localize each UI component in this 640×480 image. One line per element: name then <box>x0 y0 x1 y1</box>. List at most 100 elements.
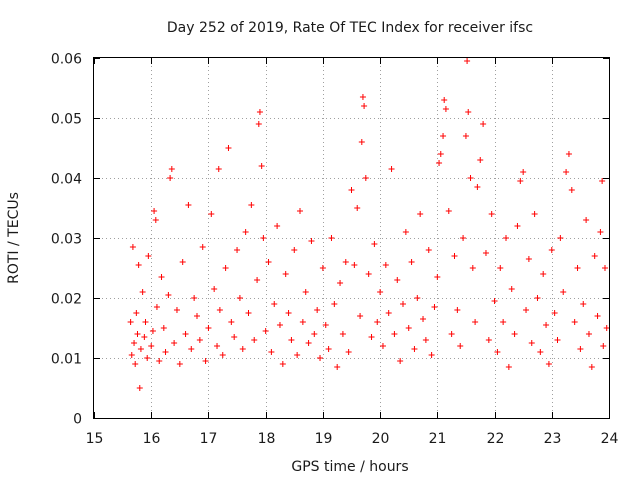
data-point <box>297 208 303 214</box>
data-point <box>357 313 364 319</box>
x-tick-label: 21 <box>429 431 447 447</box>
data-point <box>402 229 409 235</box>
data-point <box>597 229 604 235</box>
data-point <box>417 211 424 217</box>
data-point <box>251 337 258 343</box>
data-point <box>577 346 584 352</box>
data-point <box>142 319 149 325</box>
data-point <box>437 151 444 157</box>
data-point <box>337 280 344 286</box>
data-point <box>428 352 435 358</box>
data-point <box>361 103 368 109</box>
data-point <box>557 235 564 241</box>
data-point <box>214 343 221 349</box>
data-point <box>441 97 448 103</box>
data-point <box>517 178 524 184</box>
grid-layer <box>94 58 609 418</box>
data-point <box>194 313 200 319</box>
y-axis-label: ROTI / TECUs <box>6 192 22 284</box>
data-point <box>414 295 421 301</box>
data-point <box>339 331 346 337</box>
data-point <box>388 166 395 172</box>
x-tick-label: 15 <box>86 431 104 447</box>
data-point <box>537 349 544 355</box>
data-point <box>302 289 309 295</box>
data-point <box>167 175 174 181</box>
data-point <box>165 292 172 298</box>
data-point <box>472 319 479 325</box>
data-point <box>222 265 229 271</box>
data-point <box>205 325 212 331</box>
data-point <box>594 313 601 319</box>
data-point <box>311 331 318 337</box>
data-point <box>131 340 138 346</box>
data-point <box>457 343 464 349</box>
data-point <box>460 235 467 241</box>
data-point <box>173 307 180 313</box>
data-point <box>511 331 518 337</box>
data-point <box>599 178 606 184</box>
data-point <box>345 349 352 355</box>
data-point <box>420 316 427 322</box>
data-point <box>467 175 474 181</box>
x-tick-label: 23 <box>544 431 562 447</box>
data-point <box>445 208 452 214</box>
x-axis-label: GPS time / hours <box>291 459 408 475</box>
data-point <box>268 349 275 355</box>
y-tick-labels: 0 0.01 0.02 0.03 0.04 0.05 0.06 <box>51 52 82 428</box>
data-point <box>528 340 535 346</box>
data-point <box>358 139 365 145</box>
data-point <box>554 337 561 343</box>
data-point <box>440 133 447 139</box>
data-point <box>431 304 438 310</box>
y-tick-label: 0.05 <box>51 112 82 128</box>
y-tick-label: 0.06 <box>51 52 82 68</box>
data-point <box>144 355 151 361</box>
data-point <box>391 331 398 337</box>
data-point <box>464 58 471 64</box>
data-point <box>137 346 144 352</box>
data-point <box>135 262 142 268</box>
data-point <box>514 223 521 229</box>
axis-ticks <box>94 58 610 419</box>
data-point <box>488 211 495 217</box>
data-point <box>242 229 249 235</box>
data-point <box>231 334 238 340</box>
data-point <box>400 301 406 307</box>
x-tick-label: 16 <box>143 431 161 447</box>
data-point <box>216 307 223 313</box>
data-point <box>151 208 158 214</box>
data-point <box>245 310 252 316</box>
y-tick-label: 0 <box>73 412 82 428</box>
data-point <box>255 121 262 127</box>
data-point <box>153 304 160 310</box>
data-point <box>260 235 267 241</box>
data-point <box>258 163 265 169</box>
data-point <box>168 166 175 172</box>
data-point <box>127 319 134 325</box>
data-point <box>182 331 189 337</box>
x-tick-label: 20 <box>372 431 390 447</box>
data-point <box>525 256 532 262</box>
data-points <box>127 58 610 391</box>
data-point <box>236 295 243 301</box>
data-point <box>411 346 418 352</box>
data-point <box>588 364 595 370</box>
data-point <box>571 319 578 325</box>
data-point <box>462 133 469 139</box>
data-point <box>371 241 378 247</box>
data-point <box>560 289 567 295</box>
data-point <box>563 169 570 175</box>
data-point <box>520 169 527 175</box>
data-point <box>215 166 222 172</box>
data-point <box>199 244 206 250</box>
data-point <box>225 145 232 151</box>
data-point <box>434 274 441 280</box>
data-point <box>545 361 552 367</box>
data-point <box>377 289 384 295</box>
data-point <box>279 361 286 367</box>
data-point <box>314 307 321 313</box>
data-point <box>211 286 218 292</box>
data-point <box>262 328 269 334</box>
data-point <box>442 106 449 112</box>
